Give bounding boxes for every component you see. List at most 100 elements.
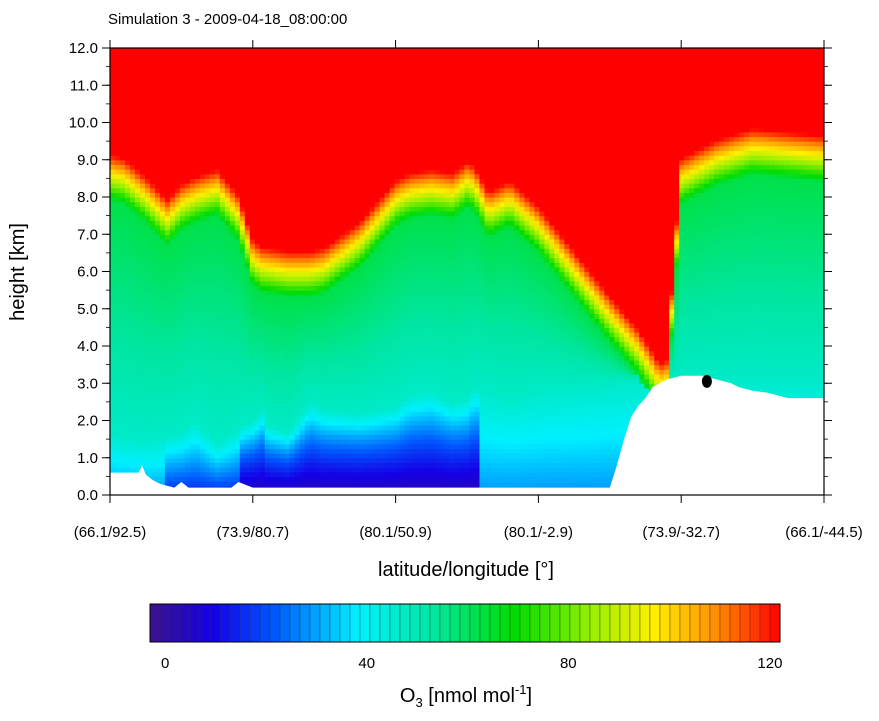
- field-cell: [359, 169, 366, 175]
- field-cell: [249, 248, 256, 254]
- field-cell: [144, 183, 151, 189]
- field-cell: [299, 61, 306, 68]
- field-cell: [279, 276, 286, 282]
- field-cell: [309, 210, 316, 217]
- field-cell: [339, 155, 346, 161]
- field-cell: [189, 280, 196, 287]
- field-cell: [159, 471, 166, 477]
- field-cell: [189, 173, 196, 179]
- field-cell: [199, 257, 206, 263]
- field-cell: [124, 294, 131, 301]
- field-cell: [284, 80, 291, 86]
- field-cell: [354, 99, 361, 105]
- field-cell: [364, 57, 371, 63]
- field-cell: [264, 117, 271, 124]
- field-cell: [149, 294, 156, 301]
- field-cell: [279, 173, 286, 179]
- field-cell: [174, 471, 181, 477]
- field-cell: [329, 271, 336, 277]
- field-cell: [209, 66, 216, 72]
- field-cell: [254, 481, 261, 487]
- field-cell: [284, 57, 291, 63]
- field-cell: [159, 192, 166, 198]
- field-cell: [289, 89, 296, 96]
- field-cell: [284, 169, 291, 175]
- field-cell: [129, 434, 136, 440]
- field-cell: [134, 276, 141, 282]
- field-cell: [274, 443, 281, 450]
- field-cell: [224, 141, 231, 147]
- field-cell: [309, 66, 316, 72]
- field-cell: [154, 122, 161, 128]
- field-cell: [110, 229, 116, 235]
- field-cell: [289, 462, 296, 468]
- field-cell: [239, 336, 246, 342]
- field-cell: [304, 434, 311, 440]
- field-cell: [139, 89, 146, 96]
- field-cell: [344, 108, 351, 114]
- field-cell: [114, 350, 121, 356]
- field-cell: [269, 122, 276, 128]
- field-cell: [204, 290, 211, 296]
- field-cell: [254, 304, 261, 310]
- field-cell: [274, 387, 281, 394]
- field-cell: [324, 318, 331, 324]
- field-cell: [144, 346, 151, 352]
- field-cell: [309, 476, 316, 482]
- field-cell: [314, 183, 321, 189]
- field-cell: [339, 131, 346, 138]
- field-cell: [259, 169, 266, 175]
- field-cell: [179, 243, 186, 249]
- field-cell: [334, 169, 341, 175]
- field-cell: [324, 387, 331, 394]
- field-cell: [309, 308, 316, 315]
- field-cell: [124, 373, 131, 380]
- field-cell: [204, 183, 211, 189]
- field-cell: [219, 94, 226, 100]
- field-cell: [259, 411, 266, 417]
- field-cell: [234, 304, 241, 310]
- field-cell: [189, 141, 196, 147]
- field-cell: [259, 443, 266, 450]
- field-cell: [349, 210, 356, 217]
- field-cell: [304, 234, 311, 240]
- field-cell: [164, 210, 171, 217]
- field-cell: [114, 201, 121, 207]
- field-cell: [364, 80, 371, 86]
- field-cell: [274, 322, 281, 328]
- field-cell: [199, 108, 206, 114]
- field-cell: [124, 378, 131, 384]
- field-cell: [309, 85, 316, 91]
- field-cell: [364, 192, 371, 198]
- field-cell: [219, 308, 226, 315]
- field-cell: [349, 243, 356, 249]
- field-cell: [244, 476, 251, 482]
- field-cell: [134, 462, 141, 468]
- field-cell: [349, 355, 356, 361]
- field-cell: [294, 429, 301, 436]
- field-cell: [324, 57, 331, 63]
- field-cell: [304, 131, 311, 138]
- field-cell: [234, 397, 241, 403]
- field-cell: [324, 439, 331, 445]
- field-cell: [359, 308, 366, 315]
- field-cell: [349, 159, 356, 166]
- field-cell: [184, 401, 191, 408]
- field-cell: [334, 234, 341, 240]
- field-cell: [149, 467, 156, 473]
- field-cell: [329, 150, 336, 156]
- field-cell: [199, 224, 206, 231]
- field-cell: [254, 159, 261, 166]
- field-cell: [179, 252, 186, 259]
- field-cell: [319, 383, 326, 389]
- field-cell: [114, 364, 121, 370]
- field-cell: [199, 192, 206, 198]
- field-cell: [219, 276, 226, 282]
- field-cell: [144, 201, 151, 207]
- field-cell: [209, 220, 216, 226]
- field-cell: [364, 332, 371, 338]
- field-cell: [284, 257, 291, 263]
- field-cell: [199, 164, 206, 170]
- field-cell: [364, 415, 371, 422]
- field-cell: [124, 145, 131, 152]
